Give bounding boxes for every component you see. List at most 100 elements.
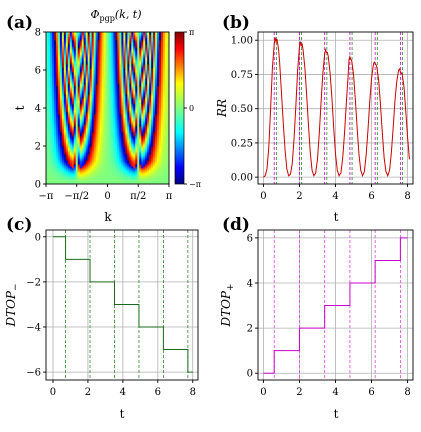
heatmap-cell xyxy=(151,110,154,113)
heatmap-cell xyxy=(81,70,85,73)
heatmap-cell xyxy=(135,148,138,151)
heatmap-cell xyxy=(67,142,71,145)
heatmap-cell xyxy=(95,168,98,171)
heatmap-cell xyxy=(111,46,114,49)
heatmap-cell xyxy=(129,32,132,35)
heatmap-cell xyxy=(101,72,104,75)
heatmap-cell xyxy=(87,130,91,133)
heatmap-cell xyxy=(85,170,89,173)
heatmap-cell xyxy=(129,106,132,109)
heatmap-cell xyxy=(153,144,156,147)
heatmap-cell xyxy=(51,148,55,151)
heatmap-cell xyxy=(119,96,122,99)
heatmap-cell xyxy=(79,136,83,139)
heatmap-cell xyxy=(143,32,146,35)
y-tick-label: 4 xyxy=(35,104,41,115)
heatmap-cell xyxy=(163,38,166,41)
heatmap-cell xyxy=(101,54,104,57)
heatmap-cell xyxy=(83,174,87,177)
heatmap-cell xyxy=(55,72,59,75)
heatmap-cell xyxy=(77,52,81,55)
heatmap-cell xyxy=(91,108,95,111)
heatmap-cell xyxy=(75,156,79,159)
y-tick-label: −4 xyxy=(26,322,41,333)
heatmap-cell xyxy=(115,164,118,167)
heatmap-cell xyxy=(147,134,150,137)
heatmap-cell xyxy=(61,98,65,101)
heatmap-cell xyxy=(79,38,83,41)
heatmap-cell xyxy=(89,78,93,81)
heatmap-cell xyxy=(167,108,169,111)
heatmap-cell xyxy=(131,152,134,155)
heatmap-cell xyxy=(95,76,98,79)
heatmap-cell xyxy=(157,38,160,41)
heatmap-cell xyxy=(99,140,102,143)
heatmap-cell xyxy=(153,154,156,157)
heatmap-cell xyxy=(71,132,75,135)
heatmap-cell xyxy=(85,162,89,165)
heatmap-cell xyxy=(145,166,148,169)
heatmap-cell xyxy=(133,182,136,184)
heatmap-cell xyxy=(87,96,91,99)
heatmap-cell xyxy=(149,108,152,111)
heatmap-cell xyxy=(81,78,85,81)
heatmap-cell xyxy=(113,126,116,129)
heatmap-cell xyxy=(59,42,63,45)
heatmap-cell xyxy=(137,100,140,103)
heatmap-cell xyxy=(133,170,136,173)
heatmap-cell xyxy=(117,138,120,141)
x-tick-label: 6 xyxy=(368,191,374,202)
heatmap-cell xyxy=(141,42,144,45)
heatmap-cell xyxy=(55,116,59,119)
heatmap-cell xyxy=(103,158,106,161)
heatmap-cell xyxy=(127,48,130,51)
heatmap-cell xyxy=(67,78,71,81)
heatmap-cell xyxy=(103,136,106,139)
heatmap-cell xyxy=(153,134,156,137)
heatmap-cell xyxy=(97,106,100,109)
heatmap-cell xyxy=(151,134,154,137)
heatmap-cell xyxy=(69,94,73,97)
heatmap-cell xyxy=(137,112,140,115)
heatmap-cell xyxy=(155,126,158,129)
heatmap-cell xyxy=(125,108,128,111)
heatmap-cell xyxy=(81,48,85,51)
heatmap-cell xyxy=(65,94,69,97)
heatmap-cell xyxy=(85,50,89,53)
panel-b-label: (b) xyxy=(222,13,250,33)
heatmap-cell xyxy=(143,82,146,85)
heatmap-cell xyxy=(111,168,114,171)
heatmap-cell xyxy=(47,112,51,115)
heatmap-cell xyxy=(163,118,166,121)
heatmap-cell xyxy=(153,108,156,111)
heatmap-cell xyxy=(99,54,102,57)
heatmap-cell xyxy=(149,172,152,175)
heatmap-cell xyxy=(149,74,152,77)
heatmap-cell xyxy=(101,34,104,37)
heatmap-cell xyxy=(57,160,61,163)
heatmap-cell xyxy=(57,98,61,101)
heatmap-cell xyxy=(59,130,63,133)
heatmap-cell xyxy=(51,114,55,117)
heatmap-cell xyxy=(151,94,154,97)
heatmap-cell xyxy=(135,180,138,183)
heatmap-cell xyxy=(95,144,98,147)
heatmap-cell xyxy=(121,56,124,59)
heatmap-cell xyxy=(53,42,57,45)
heatmap-cell xyxy=(109,166,112,169)
heatmap-cell xyxy=(107,34,110,37)
heatmap-cell xyxy=(65,136,69,139)
heatmap-cell xyxy=(79,56,83,59)
heatmap-cell xyxy=(127,154,130,157)
heatmap-cell xyxy=(145,150,148,153)
heatmap-cell xyxy=(55,40,59,43)
heatmap-cell xyxy=(75,126,79,129)
heatmap-cell xyxy=(99,120,102,123)
heatmap-cell xyxy=(153,142,156,145)
heatmap-cell xyxy=(117,58,120,61)
heatmap-cell xyxy=(93,108,96,111)
heatmap-cell xyxy=(91,144,95,147)
heatmap-cell xyxy=(145,146,148,149)
heatmap-cell xyxy=(95,126,98,129)
heatmap-cell xyxy=(149,114,152,117)
